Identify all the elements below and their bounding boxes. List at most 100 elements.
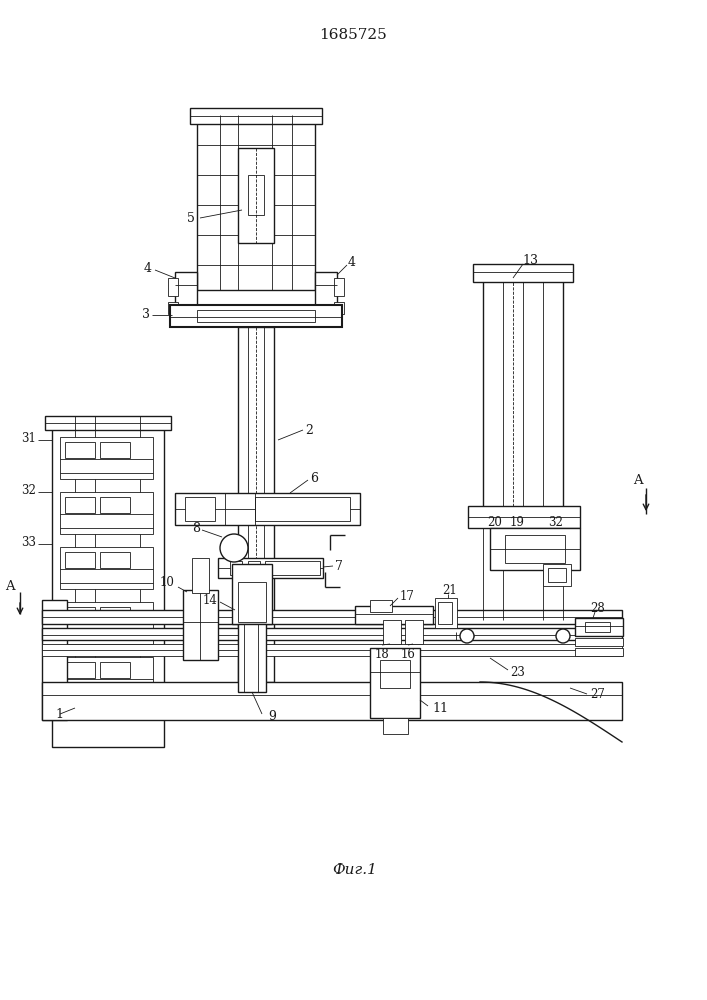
Bar bbox=[60, 657, 153, 699]
Bar bbox=[197, 310, 315, 322]
Bar bbox=[52, 715, 164, 747]
Bar bbox=[438, 602, 452, 624]
Bar bbox=[192, 558, 209, 593]
Bar bbox=[100, 552, 130, 568]
Bar bbox=[183, 590, 218, 660]
Bar bbox=[42, 600, 67, 720]
Text: A: A bbox=[5, 580, 15, 592]
Text: Фиг.1: Фиг.1 bbox=[332, 863, 378, 877]
Text: 13: 13 bbox=[522, 253, 538, 266]
Bar bbox=[60, 547, 153, 589]
Text: 17: 17 bbox=[400, 589, 415, 602]
Bar bbox=[355, 606, 433, 624]
Bar bbox=[238, 327, 274, 682]
Text: 19: 19 bbox=[510, 516, 525, 530]
Bar bbox=[575, 638, 623, 646]
Bar bbox=[483, 278, 563, 508]
Text: 4: 4 bbox=[144, 261, 152, 274]
Bar bbox=[42, 628, 622, 640]
Text: 32: 32 bbox=[548, 516, 563, 530]
Text: 21: 21 bbox=[443, 584, 457, 596]
Bar bbox=[505, 535, 565, 563]
Bar bbox=[218, 558, 323, 578]
Bar bbox=[585, 622, 610, 632]
Bar bbox=[238, 624, 266, 692]
Text: 8: 8 bbox=[192, 522, 200, 534]
Bar bbox=[370, 648, 420, 718]
Bar bbox=[435, 598, 457, 628]
Bar bbox=[190, 108, 322, 124]
Bar bbox=[248, 561, 260, 575]
Bar bbox=[334, 302, 344, 314]
Bar bbox=[334, 278, 344, 296]
Bar bbox=[548, 568, 566, 582]
Bar bbox=[60, 492, 153, 534]
Text: 9: 9 bbox=[268, 710, 276, 722]
Text: 2: 2 bbox=[305, 424, 313, 436]
Text: 28: 28 bbox=[590, 601, 605, 614]
Bar bbox=[405, 620, 423, 644]
Circle shape bbox=[220, 534, 248, 562]
Text: 4: 4 bbox=[348, 256, 356, 269]
Bar bbox=[168, 278, 178, 296]
Bar bbox=[60, 437, 153, 479]
Text: 18: 18 bbox=[375, 648, 390, 662]
Bar bbox=[168, 302, 178, 314]
Bar bbox=[543, 564, 571, 586]
Bar bbox=[383, 620, 401, 644]
Bar bbox=[248, 175, 264, 215]
Bar bbox=[575, 618, 623, 636]
Bar bbox=[60, 602, 153, 644]
Bar bbox=[100, 607, 130, 623]
Text: 3: 3 bbox=[142, 308, 150, 322]
Bar bbox=[197, 115, 315, 290]
Text: 16: 16 bbox=[401, 648, 416, 662]
Bar bbox=[65, 607, 95, 623]
Bar bbox=[370, 600, 392, 612]
Bar bbox=[100, 497, 130, 513]
Text: 31: 31 bbox=[21, 432, 36, 444]
Bar bbox=[185, 497, 215, 521]
Bar bbox=[65, 497, 95, 513]
Bar bbox=[265, 561, 320, 575]
Text: 7: 7 bbox=[335, 560, 343, 572]
Text: 10: 10 bbox=[160, 576, 175, 588]
Bar bbox=[42, 682, 622, 720]
Bar bbox=[170, 305, 342, 327]
Text: 32: 32 bbox=[21, 484, 36, 496]
Circle shape bbox=[460, 629, 474, 643]
Text: 6: 6 bbox=[310, 472, 318, 485]
Bar bbox=[238, 148, 274, 243]
Bar bbox=[490, 528, 580, 570]
Bar bbox=[232, 564, 272, 624]
Bar bbox=[42, 644, 622, 656]
Text: 23: 23 bbox=[510, 666, 525, 678]
Bar bbox=[468, 506, 580, 528]
Text: 33: 33 bbox=[21, 536, 36, 550]
Circle shape bbox=[556, 629, 570, 643]
Bar bbox=[100, 442, 130, 458]
Bar bbox=[238, 582, 266, 622]
Text: 14: 14 bbox=[203, 593, 218, 606]
Text: 11: 11 bbox=[432, 702, 448, 714]
Bar bbox=[175, 272, 197, 320]
Text: A: A bbox=[633, 474, 643, 487]
Bar bbox=[65, 552, 95, 568]
Bar bbox=[45, 416, 171, 430]
Bar bbox=[52, 425, 164, 715]
Text: 27: 27 bbox=[590, 688, 605, 702]
Bar bbox=[575, 648, 623, 656]
Text: 1685725: 1685725 bbox=[319, 28, 387, 42]
Bar bbox=[100, 662, 130, 678]
Bar bbox=[42, 610, 622, 624]
Bar bbox=[230, 561, 242, 575]
Text: 20: 20 bbox=[487, 516, 502, 530]
Bar bbox=[473, 264, 573, 282]
Bar bbox=[315, 272, 337, 320]
Bar bbox=[380, 660, 410, 688]
Bar bbox=[65, 442, 95, 458]
Bar bbox=[255, 497, 350, 521]
Bar bbox=[65, 662, 95, 678]
Text: 5: 5 bbox=[187, 212, 195, 225]
Text: 1: 1 bbox=[55, 708, 63, 720]
